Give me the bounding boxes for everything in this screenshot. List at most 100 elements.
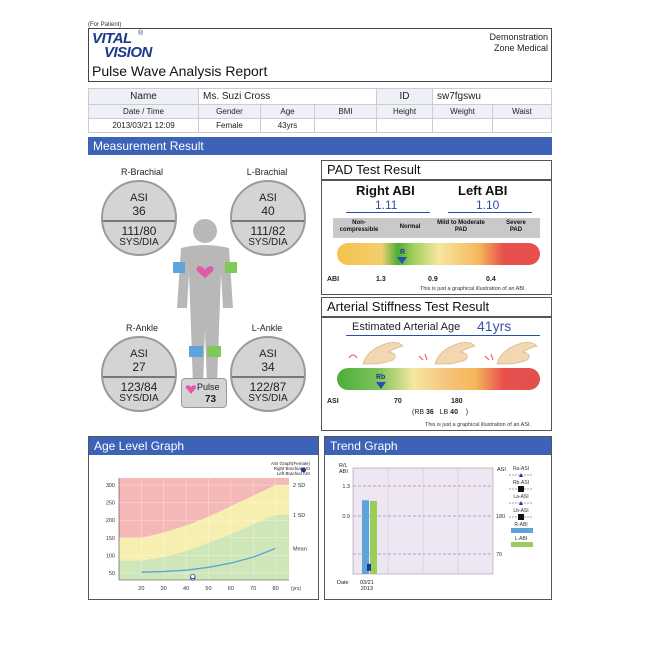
pulse-value: 73: [205, 394, 217, 405]
r-ankle-asi: 27: [132, 360, 146, 374]
measurement-section-bar: Measurement Result: [88, 137, 552, 155]
x-tick-label: 70: [250, 586, 256, 592]
trend-left-axis-label: R/L ABI: [339, 463, 348, 475]
header-box: [88, 28, 552, 82]
left-axis-tick: 1.3: [342, 484, 350, 490]
stiffness-title: Arterial Stiffness Test Result: [327, 299, 490, 314]
bp-unit: SYS/DIA: [248, 237, 288, 248]
heart-icon: [196, 266, 214, 278]
value-cell: 43yrs: [260, 118, 315, 133]
abi-tick: 1.3: [376, 276, 386, 283]
pulse-heart-icon: [185, 385, 197, 394]
trend-legend-label: L-ABI: [515, 536, 528, 542]
for-patient-label: (For Patient): [88, 22, 122, 28]
clinic-line-1: Demonstration: [489, 32, 548, 42]
value-cell: [432, 118, 493, 133]
stiffness-title-divider: [321, 316, 552, 318]
category-severe: Severe PAD: [506, 220, 526, 233]
r-brachial-cuff: [173, 262, 185, 273]
right-abi-label: Right ABI: [356, 183, 415, 198]
band-label-2sd: 2 SD: [293, 483, 305, 489]
asi-tick: 180: [451, 398, 463, 405]
asi-marker-label: Rb: [376, 374, 386, 381]
left-axis-tick: 0.9: [342, 514, 350, 520]
gauge-divider: [103, 376, 175, 378]
l-brachial-bp: 111/82: [250, 224, 286, 238]
asi-scale-bar: [337, 368, 540, 390]
header-cell: Waist: [492, 104, 552, 119]
age-level-chart: 50 100 150 200 250 300 20 30 40 50 60 70 80 (yrs) 2 SD…: [106, 478, 307, 592]
trend-legend-swatch: [511, 528, 533, 533]
patient-info-table: Name Ms. Suzi Cross ID sw7fgswu Date / T…: [88, 88, 552, 133]
r-brachial-label: R-Brachial: [120, 167, 163, 177]
abi-scale-bar: [337, 243, 540, 265]
right-axis-tick: 70: [496, 552, 502, 558]
lb-value: 40: [450, 409, 458, 416]
x-tick-label: 20: [138, 586, 144, 592]
category-non-compressible: Non- compressible: [339, 220, 379, 233]
x-tick-label: 60: [228, 586, 234, 592]
header-cell: BMI: [314, 104, 377, 119]
r-brachial-gauge: ASI 36 111/80 SYS/DIA: [101, 180, 177, 256]
patient-name: Ms. Suzi Cross: [198, 88, 377, 105]
right-abi-value: 1.11: [375, 198, 398, 212]
1sd-band: [119, 514, 289, 580]
abi-bar-l-abi: [370, 501, 377, 574]
header-cell: Gender: [198, 104, 261, 119]
value-cell: [376, 118, 433, 133]
value-cell: [492, 118, 552, 133]
asi-note: This is just a graphical illustration of…: [425, 422, 532, 428]
name-label: Name: [88, 88, 199, 105]
asi-label: ASI: [130, 192, 148, 204]
abi-axis-label: ABI: [327, 276, 340, 283]
pad-title-divider: [321, 179, 552, 181]
trend-right-axis-label: ASI: [497, 467, 506, 473]
gauge-divider: [232, 220, 304, 222]
l-ankle-asi: 34: [261, 360, 275, 374]
arterial-age-value: 41yrs: [477, 318, 512, 334]
pad-category-strip: [333, 218, 540, 238]
trend-legend-marker: [519, 501, 523, 505]
logo-vital: VITAL: [92, 30, 132, 47]
logo-vision: VISION: [104, 44, 152, 61]
abi-tick: 0.4: [486, 276, 496, 283]
y-tick-label: 100: [106, 553, 115, 559]
band-label-1sd: 1 SD: [293, 513, 305, 519]
abi-marker-icon: [397, 257, 407, 264]
pad-title: PAD Test Result: [327, 162, 421, 177]
rb-label: (RB: [412, 409, 425, 416]
pulse-hands-illustration: [348, 342, 538, 365]
abi-tick: 0.9: [428, 276, 438, 283]
logo-registered-mark: ®: [138, 30, 144, 37]
age-graph-title: Age Level Graph: [89, 437, 318, 455]
legend-item: Right Brachial ASI: [273, 466, 310, 471]
patient-point: [190, 573, 196, 580]
trend-chart: 1.3 0.9 180 70 Ra-ASI Rb-ASI La-ASI Lb-ASI R-ABI…: [342, 466, 533, 575]
body-figure: [173, 219, 237, 386]
bp-unit: SYS/DIA: [248, 393, 288, 404]
gauge-divider: [103, 220, 175, 222]
age-graph-frame: [88, 436, 319, 600]
left-abi-underline: [448, 212, 532, 213]
right-axis-tick: 180: [496, 514, 505, 520]
mean-line: [141, 547, 276, 573]
asi-axis-label: ASI: [327, 398, 339, 405]
trend-date-label: Date: [337, 580, 349, 586]
rb-value: 36: [426, 409, 434, 416]
legend-item: Left Brachial ASI: [276, 471, 310, 476]
clinic-line-2: Zone Medical: [493, 43, 548, 53]
x-unit-label: (yrs): [291, 586, 301, 592]
asi-label: ASI: [130, 348, 148, 360]
l-brachial-cuff: [225, 262, 237, 273]
r-brachial-bp: 111/80: [121, 224, 157, 238]
rb-lb-summary: (RB 36 LB 40 ): [412, 409, 468, 416]
lb-label: LB: [439, 409, 449, 416]
trend-legend-label: Lb-ASI: [513, 508, 528, 514]
y-tick-label: 50: [109, 571, 115, 577]
band-label-mean: Mean: [293, 546, 307, 552]
r-brachial-asi: 36: [132, 204, 146, 218]
bp-unit: SYS/DIA: [119, 393, 159, 404]
right-abi-underline: [346, 212, 430, 213]
l-brachial-asi: 40: [261, 204, 275, 218]
category-mild-moderate: Mild to Moderate PAD: [437, 220, 485, 233]
